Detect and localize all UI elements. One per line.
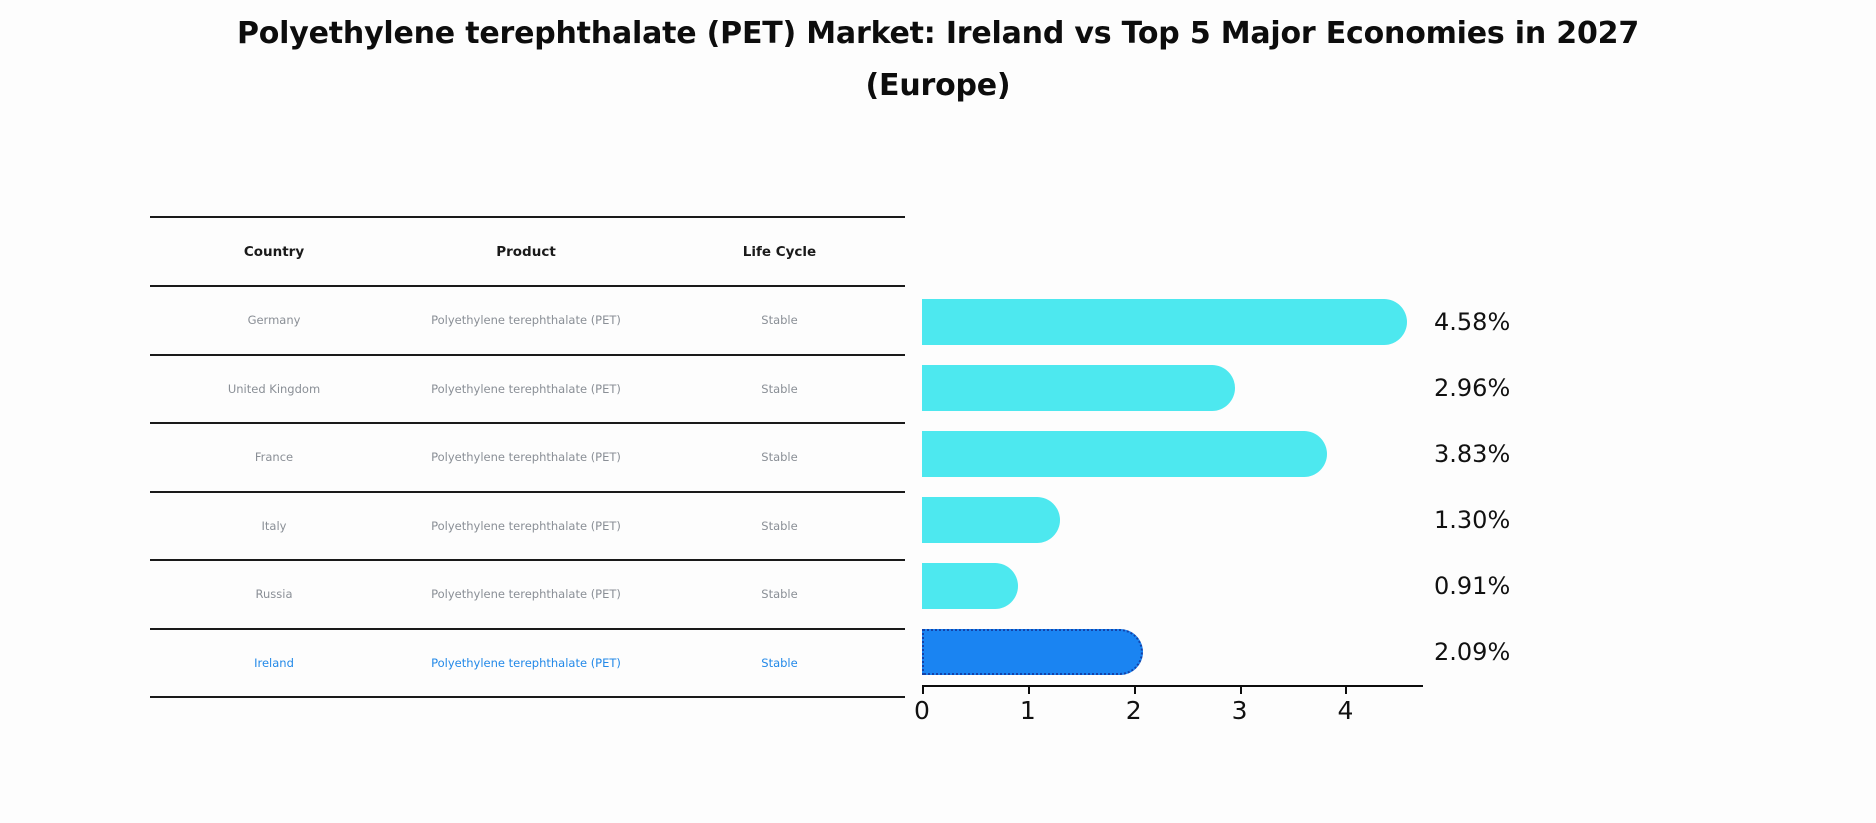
cell-country: France <box>150 423 398 493</box>
cell-life-cycle: Stable <box>654 560 905 630</box>
bar-highlighted <box>922 629 1144 675</box>
x-axis-line <box>922 685 1423 687</box>
cell-country: United Kingdom <box>150 354 398 424</box>
cell-life-cycle: Stable <box>654 354 905 424</box>
bar-value-label: 1.30% <box>1434 506 1511 534</box>
cell-product: Polyethylene terephthalate (PET) <box>398 354 654 424</box>
bar-value-label: 3.83% <box>1434 440 1511 468</box>
table-header: Country Product Life Cycle <box>150 216 905 287</box>
x-axis-tick <box>1027 685 1030 694</box>
bar-value-label: 2.09% <box>1434 638 1511 666</box>
table-body: Germany Polyethylene terephthalate (PET)… <box>150 286 905 698</box>
cell-country: Russia <box>150 560 398 630</box>
country-table: Country Product Life Cycle Germany Polye… <box>150 216 905 698</box>
x-axis-tick <box>922 685 924 694</box>
x-axis-tick-label: 2 <box>1125 696 1142 725</box>
table-row: Italy Polyethylene terephthalate (PET) S… <box>150 491 905 561</box>
cell-country: Ireland <box>150 628 398 698</box>
x-axis-tick-label: 4 <box>1337 696 1354 725</box>
x-axis-tick-label: 3 <box>1231 696 1248 725</box>
cell-product: Polyethylene terephthalate (PET) <box>398 628 654 698</box>
bar-row: 4.58% <box>922 289 1510 355</box>
cell-product: Polyethylene terephthalate (PET) <box>398 286 654 356</box>
bar <box>922 365 1236 411</box>
table-row: France Polyethylene terephthalate (PET) … <box>150 423 905 493</box>
table-header-row: Country Product Life Cycle <box>150 216 905 287</box>
cell-life-cycle: Stable <box>654 491 905 561</box>
bar-row: 0.91% <box>922 553 1510 619</box>
bar-row: 1.30% <box>922 487 1510 553</box>
cell-product: Polyethylene terephthalate (PET) <box>398 560 654 630</box>
bar-value-label: 4.58% <box>1434 308 1511 336</box>
bar <box>922 431 1328 477</box>
chart-title-line-1: Polyethylene terephthalate (PET) Market:… <box>236 16 1639 51</box>
bar-value-label: 0.91% <box>1434 572 1511 600</box>
bar <box>922 563 1019 609</box>
cell-life-cycle: Stable <box>654 286 905 356</box>
cell-country: Germany <box>150 286 398 356</box>
bar-series: 4.58% 2.96% 3.83% 1.30% 0.91% 2.09% <box>922 289 1510 685</box>
cell-country: Italy <box>150 491 398 561</box>
chart-title: Polyethylene terephthalate (PET) Market:… <box>0 8 1876 111</box>
chart-title-line-2: (Europe) <box>865 67 1011 103</box>
bar-chart: 4.58% 2.96% 3.83% 1.30% 0.91% 2.09% 0 1 2 3 4 <box>914 289 1510 725</box>
data-table: Country Product Life Cycle Germany Polye… <box>150 216 905 698</box>
table-row-highlighted: Ireland Polyethylene terephthalate (PET)… <box>150 628 905 698</box>
bar-value-label: 2.96% <box>1434 374 1511 402</box>
bar-row: 3.83% <box>922 421 1510 487</box>
column-header-country: Country <box>150 216 398 287</box>
bar <box>922 497 1060 543</box>
table-row: Germany Polyethylene terephthalate (PET)… <box>150 286 905 356</box>
bar-row: 2.09% <box>922 619 1510 685</box>
bar <box>922 299 1407 345</box>
bar-row: 2.96% <box>922 355 1510 421</box>
cell-life-cycle: Stable <box>654 628 905 698</box>
cell-product: Polyethylene terephthalate (PET) <box>398 491 654 561</box>
cell-product: Polyethylene terephthalate (PET) <box>398 423 654 493</box>
x-axis-tick <box>1239 685 1242 694</box>
table-row: Russia Polyethylene terephthalate (PET) … <box>150 560 905 630</box>
x-axis-tick-label: 1 <box>1019 696 1036 725</box>
x-axis-tick <box>1345 685 1348 694</box>
table-row: United Kingdom Polyethylene terephthalat… <box>150 354 905 424</box>
cell-life-cycle: Stable <box>654 423 905 493</box>
column-header-product: Product <box>398 216 654 287</box>
x-axis-tick-label: 0 <box>914 696 930 725</box>
x-axis-tick <box>1133 685 1136 694</box>
column-header-life-cycle: Life Cycle <box>654 216 905 287</box>
